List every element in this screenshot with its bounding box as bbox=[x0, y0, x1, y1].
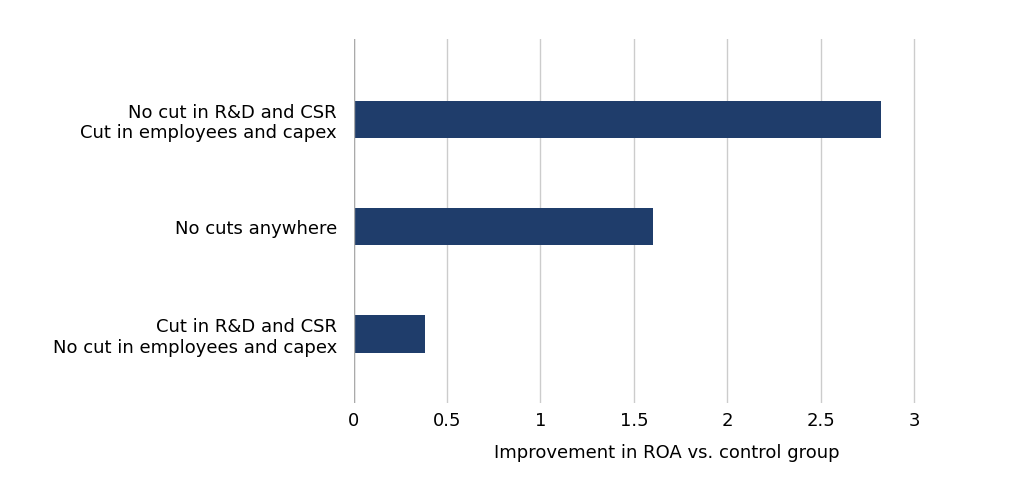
Bar bbox=[354, 101, 881, 138]
X-axis label: Improvement in ROA vs. control group: Improvement in ROA vs. control group bbox=[494, 444, 839, 461]
Bar bbox=[354, 315, 424, 353]
Bar bbox=[354, 208, 652, 246]
